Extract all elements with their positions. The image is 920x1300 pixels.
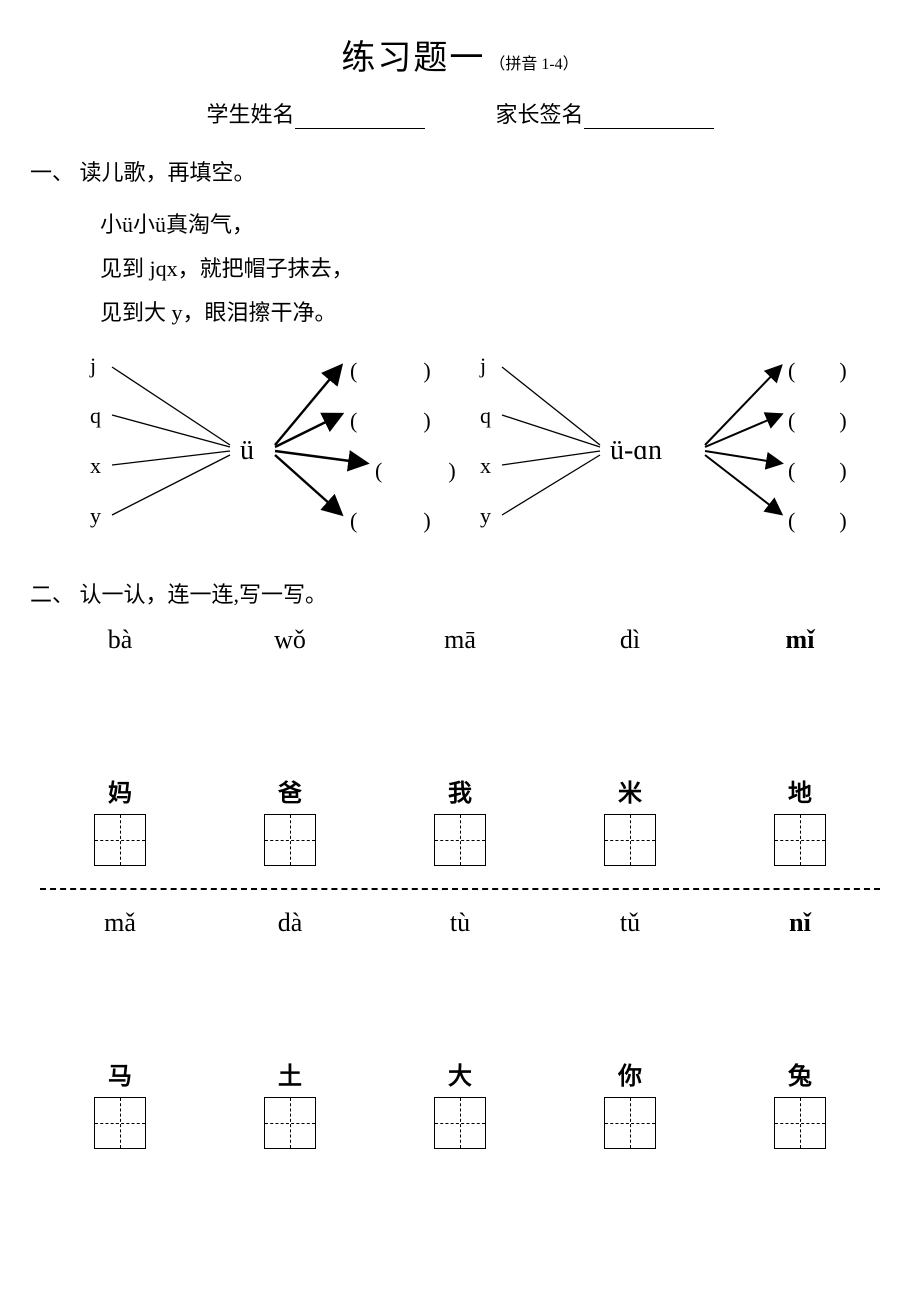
tian-box[interactable] <box>604 1097 656 1149</box>
char-label: 你 <box>618 1056 642 1091</box>
title-row: 练习题一 （拼音 1-4） <box>30 30 890 79</box>
blank-paren[interactable]: ( ) <box>350 503 431 535</box>
connect-space[interactable] <box>30 938 890 1048</box>
tian-box[interactable] <box>264 814 316 866</box>
char-label: 妈 <box>108 773 132 808</box>
poem-line: 见到大 y，眼泪擦干净。 <box>100 291 890 335</box>
worksheet-page: 练习题一 （拼音 1-4） 学生姓名 家长签名 一、 读儿歌，再填空。 小ü小ü… <box>0 0 920 1189</box>
center-uan: ü-ɑn <box>610 435 662 467</box>
letter-x: x <box>480 453 491 479</box>
char-block: 土 <box>230 1056 350 1149</box>
letter-j: j <box>480 353 486 379</box>
dashed-separator <box>40 888 880 890</box>
student-name-blank[interactable] <box>295 104 425 129</box>
blank-paren[interactable]: ( ) <box>350 403 431 435</box>
letter-y: y <box>480 503 491 529</box>
pinyin-item: tù <box>400 908 520 938</box>
diagram-u: j q x y ü <box>90 345 470 555</box>
char-block: 我 <box>400 773 520 866</box>
letter-q: q <box>90 403 101 429</box>
blank-paren[interactable]: ( ) <box>375 453 456 485</box>
char-block: 爸 <box>230 773 350 866</box>
char-block: 兔 <box>740 1056 860 1149</box>
connect-space[interactable] <box>30 655 890 765</box>
char-row-2: 马 土 大 你 兔 <box>30 1056 890 1149</box>
title-sub: （拼音 1-4） <box>489 56 578 73</box>
tian-box[interactable] <box>94 1097 146 1149</box>
pinyin-row-1: bà wǒ mā dì mǐ <box>30 625 890 655</box>
letter-y: y <box>90 503 101 529</box>
char-label: 土 <box>278 1056 302 1091</box>
pinyin-item: dà <box>230 908 350 938</box>
title-main: 练习题一 <box>341 40 485 77</box>
name-row: 学生姓名 家长签名 <box>30 97 890 129</box>
pinyin-item: bà <box>60 625 180 655</box>
char-label: 兔 <box>788 1056 812 1091</box>
blank-paren[interactable]: ( ) <box>350 353 431 385</box>
char-block: 米 <box>570 773 690 866</box>
char-label: 爸 <box>278 773 302 808</box>
char-label: 我 <box>448 773 472 808</box>
char-block: 大 <box>400 1056 520 1149</box>
char-block: 地 <box>740 773 860 866</box>
diagram-uan: j q x y ü-ɑn ( ) <box>480 345 860 555</box>
diagram-wrap: j q x y ü <box>90 345 890 555</box>
pinyin-row-2: mǎ dà tù tǔ nǐ <box>30 908 890 938</box>
tian-box[interactable] <box>94 814 146 866</box>
tian-box[interactable] <box>434 814 486 866</box>
char-block: 你 <box>570 1056 690 1149</box>
letter-q: q <box>480 403 491 429</box>
pinyin-item: mǐ <box>740 625 860 655</box>
blank-paren[interactable]: ( ) <box>788 503 847 535</box>
poem: 小ü小ü真淘气， 见到 jqx，就把帽子抹去， 见到大 y，眼泪擦干净。 <box>100 203 890 335</box>
char-block: 马 <box>60 1056 180 1149</box>
char-row-1: 妈 爸 我 米 地 <box>30 773 890 866</box>
pinyin-item: mā <box>400 625 520 655</box>
char-label: 马 <box>108 1056 132 1091</box>
pinyin-item: nǐ <box>740 908 860 938</box>
poem-line: 小ü小ü真淘气， <box>100 203 890 247</box>
tian-box[interactable] <box>774 1097 826 1149</box>
blank-paren[interactable]: ( ) <box>788 353 847 385</box>
letter-j: j <box>90 353 96 379</box>
char-block: 妈 <box>60 773 180 866</box>
parent-sign-label: 家长签名 <box>496 102 584 127</box>
letter-x: x <box>90 453 101 479</box>
section2-label: 二、 认一认，连一连,写一写。 <box>30 577 890 609</box>
char-label: 米 <box>618 773 642 808</box>
parent-sign-blank[interactable] <box>584 104 714 129</box>
center-u: ü <box>240 435 254 467</box>
blank-paren[interactable]: ( ) <box>788 453 847 485</box>
tian-box[interactable] <box>604 814 656 866</box>
pinyin-item: dì <box>570 625 690 655</box>
blank-paren[interactable]: ( ) <box>788 403 847 435</box>
poem-line: 见到 jqx，就把帽子抹去， <box>100 247 890 291</box>
char-label: 地 <box>788 773 812 808</box>
tian-box[interactable] <box>774 814 826 866</box>
pinyin-item: wǒ <box>230 625 350 655</box>
tian-box[interactable] <box>264 1097 316 1149</box>
section1-label: 一、 读儿歌，再填空。 <box>30 155 890 187</box>
pinyin-item: mǎ <box>60 908 180 938</box>
char-label: 大 <box>448 1056 472 1091</box>
pinyin-item: tǔ <box>570 908 690 938</box>
student-name-label: 学生姓名 <box>206 102 294 127</box>
tian-box[interactable] <box>434 1097 486 1149</box>
